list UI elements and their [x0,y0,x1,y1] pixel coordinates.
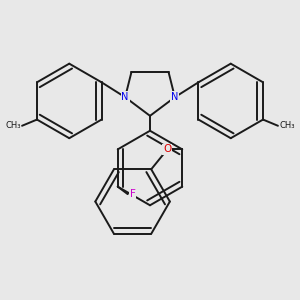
Text: CH₃: CH₃ [279,121,295,130]
Text: N: N [122,92,129,102]
Text: F: F [130,189,136,199]
Text: O: O [163,144,172,154]
Text: CH₃: CH₃ [5,121,21,130]
Text: N: N [171,92,178,102]
